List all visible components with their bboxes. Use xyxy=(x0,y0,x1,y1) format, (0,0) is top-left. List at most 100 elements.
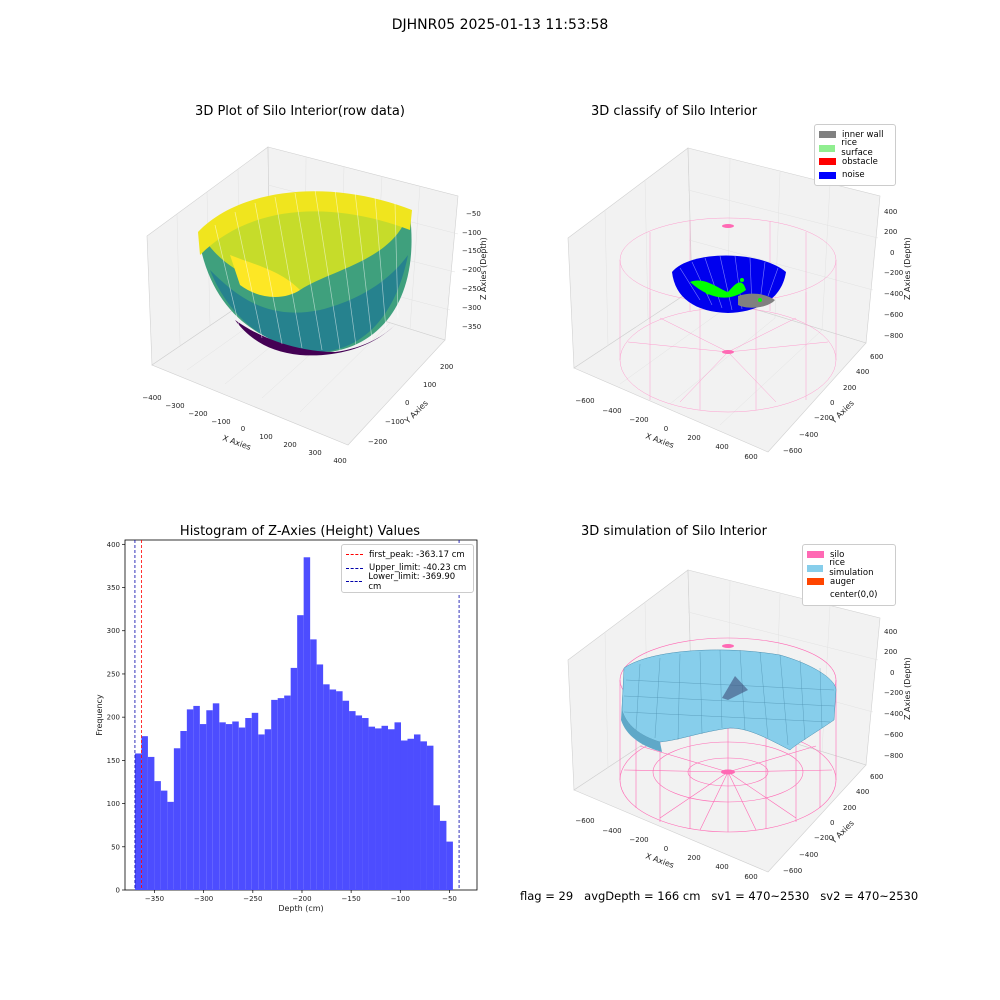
classify-ytick: 600 xyxy=(870,353,883,361)
legend-label: center(0,0) xyxy=(830,590,878,601)
histogram-ytick-label: 400 xyxy=(107,541,120,549)
figure-suptitle: DJHNR05 2025-01-13 11:53:58 xyxy=(391,17,609,33)
simulation-ztick: 400 xyxy=(884,628,897,636)
histogram-ytick-label: 150 xyxy=(107,757,120,765)
histogram-bar xyxy=(394,722,401,890)
raw-ztick: −350 xyxy=(462,323,481,331)
histogram-ytick-label: 100 xyxy=(107,800,120,808)
histogram-ytick-label: 300 xyxy=(107,627,120,635)
legend-label: silo xyxy=(830,549,845,560)
simulation-ztick: −800 xyxy=(884,752,903,760)
simulation-bottom-center-marker xyxy=(721,769,735,775)
histogram-bar xyxy=(446,841,453,890)
histogram-bar xyxy=(219,722,226,890)
raw-xtick: 300 xyxy=(308,449,321,457)
raw-ztick: −200 xyxy=(462,266,481,274)
flag-text: flag = 29 xyxy=(520,889,574,903)
raw-ztick: −50 xyxy=(466,210,481,218)
classify-ztick: 0 xyxy=(890,249,894,257)
legend-label: rice simulation xyxy=(829,558,874,579)
status-footer: flag = 29 avgDepth = 166 cm sv1 = 470~25… xyxy=(520,889,918,903)
histogram-bar xyxy=(193,705,200,890)
histogram-bar xyxy=(368,726,376,890)
histogram-vlines xyxy=(134,540,460,890)
histogram-bar xyxy=(303,557,311,890)
simulation-z-ticks: 400 200 0 −200 −400 −600 −800 xyxy=(884,628,903,760)
histogram-bar xyxy=(342,700,350,890)
sv1-text: sv1 = 470~2530 xyxy=(711,889,810,903)
legend-label: Upper_limit: -40.23 cm xyxy=(369,563,467,574)
legend-label: inner wall xyxy=(842,129,884,140)
raw-xtick: −400 xyxy=(142,394,161,402)
classify-ztick: −200 xyxy=(884,269,903,277)
sv2-text: sv2 = 470~2530 xyxy=(820,889,919,903)
histogram-x-label: Depth (cm) xyxy=(278,904,323,913)
classify-point-cloud xyxy=(672,255,786,313)
histogram-x-ticks: −350 −300 −250 −200 −150 −100 −50 xyxy=(145,890,457,903)
histogram-xtick-label: −100 xyxy=(391,895,410,903)
legend-item: obstacle xyxy=(819,155,889,169)
legend-swatch xyxy=(819,131,836,139)
simulation-plot-title: 3D simulation of Silo Interior xyxy=(581,524,767,539)
simulation-ytick: 0 xyxy=(830,819,834,827)
histogram-bars xyxy=(134,557,453,890)
histogram-bar xyxy=(154,781,161,890)
simulation-ytick: 200 xyxy=(843,804,856,812)
classify-ytick: 200 xyxy=(843,384,856,392)
raw-z-label: Z Axies (Depth) xyxy=(479,237,488,300)
histogram-bar xyxy=(310,639,317,890)
simulation-xtick: −600 xyxy=(575,817,594,825)
simulation-rice-surface xyxy=(621,649,837,752)
histogram-bar xyxy=(426,745,434,890)
simulation-xtick: 200 xyxy=(687,854,700,862)
histogram-bar xyxy=(245,718,252,890)
raw-y-ticks: −200 −100 0 100 200 xyxy=(368,363,453,446)
legend-label: noise xyxy=(842,170,865,181)
legend-swatch xyxy=(807,551,824,559)
classify-ztick: 200 xyxy=(884,228,897,236)
legend-label: Lower_limit: -369.90 cm xyxy=(368,571,456,592)
classify-xtick: −200 xyxy=(629,416,648,424)
raw-xtick: 100 xyxy=(259,433,272,441)
histogram-bar xyxy=(206,710,213,890)
histogram-bar xyxy=(173,748,181,890)
simulation-ztick: −600 xyxy=(884,731,903,739)
simulation-ztick: 200 xyxy=(884,648,897,656)
simulation-ztick: −200 xyxy=(884,689,903,697)
histogram-bar xyxy=(381,725,389,890)
raw-ytick: 100 xyxy=(423,381,436,389)
classify-floor-pane xyxy=(573,289,867,453)
simulation-xtick: −400 xyxy=(602,827,621,835)
histogram-y-ticks: 0 50 100 150 200 250 300 350 400 xyxy=(107,541,125,895)
histogram-xtick-label: −300 xyxy=(194,895,213,903)
histogram-bar xyxy=(212,703,220,890)
classify-ytick: 0 xyxy=(830,399,834,407)
simulation-xtick: 600 xyxy=(744,873,757,881)
histogram-bar xyxy=(147,756,155,890)
classify-top-center-marker xyxy=(722,224,734,228)
histogram-xtick-label: −150 xyxy=(342,895,361,903)
histogram-bar xyxy=(271,699,278,890)
classify-y-ticks: −600 −400 −200 0 200 400 600 xyxy=(783,353,883,455)
simulation-ztick: 0 xyxy=(890,669,894,677)
histogram-bar xyxy=(141,736,148,890)
histogram-ytick-label: 50 xyxy=(111,843,120,851)
histogram-bar xyxy=(407,738,414,890)
simulation-xtick: 0 xyxy=(664,845,668,853)
legend-label: first_peak: -363.17 cm xyxy=(369,549,465,560)
simulation-xtick: 400 xyxy=(715,863,728,871)
raw-xtick: 200 xyxy=(283,441,296,449)
classify-xtick: −400 xyxy=(602,407,621,415)
classify-ztick: −800 xyxy=(884,332,903,340)
simulation-ytick: 400 xyxy=(856,788,869,796)
classify-silo-wireframe xyxy=(619,217,837,413)
histogram-xtick-label: −200 xyxy=(292,895,311,903)
classify-plot-title: 3D classify of Silo Interior xyxy=(590,104,758,119)
simulation-z-label: Z Axies (Depth) xyxy=(903,657,912,720)
histogram-bar xyxy=(413,734,421,890)
classify-xtick: 200 xyxy=(687,434,700,442)
legend-line xyxy=(346,581,363,583)
simulation-ztick: −400 xyxy=(884,710,903,718)
simulation-legend: silo rice simulation auger center(0,0) xyxy=(802,544,896,606)
classify-xtick: −600 xyxy=(575,397,594,405)
